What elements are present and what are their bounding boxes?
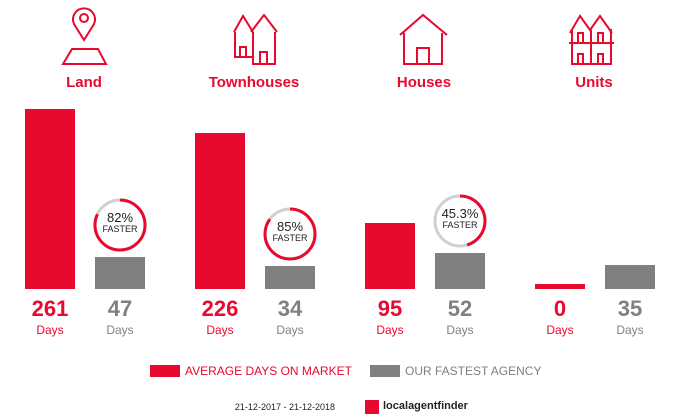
faster-label: 85% FASTER <box>262 218 318 244</box>
fastest-bar-townhouses <box>265 265 315 289</box>
logo-text: localagentfinder <box>383 400 468 412</box>
average-value-houses: 95 <box>377 296 403 321</box>
faster-label: 45.3% FASTER <box>432 206 488 231</box>
units-icon <box>569 14 614 65</box>
fastest-bar-units <box>605 264 655 289</box>
category-label-units: Units <box>575 74 613 91</box>
days-label: Days <box>206 323 234 337</box>
faster-ring <box>263 207 317 261</box>
average-value-units: 0 <box>553 296 567 321</box>
house-icon <box>399 13 448 65</box>
faster-percent: 82% <box>106 209 134 225</box>
category-label-townhouses: Townhouses <box>208 74 300 91</box>
average-bar-houses <box>365 223 415 289</box>
legend-fastest-swatch <box>370 365 400 377</box>
faster-word: FASTER <box>272 232 308 243</box>
fastest-value-units: 35 <box>617 296 643 321</box>
days-label: Days <box>546 323 574 337</box>
days-label: Days <box>616 323 644 337</box>
faster-ring <box>433 194 487 248</box>
category-icons <box>61 7 614 65</box>
fastest-value-houses: 52 <box>447 296 473 321</box>
fastest-value-townhouses: 34 <box>277 296 303 321</box>
legend-average-label: AVERAGE DAYS ON MARKET <box>185 364 352 378</box>
faster-word: FASTER <box>102 223 138 234</box>
faster-label: 82% FASTER <box>92 209 148 235</box>
days-label: Days <box>36 323 64 337</box>
legend-fastest-label: OUR FASTEST AGENCY <box>405 364 542 378</box>
legend-average-swatch <box>150 365 180 377</box>
date-range: 21-12-2017 - 21-12-2018 <box>234 402 335 412</box>
average-bar-townhouses <box>195 133 245 289</box>
fastest-value-land: 47 <box>107 296 133 321</box>
fastest-bar-houses <box>435 253 485 289</box>
faster-word: FASTER <box>442 220 478 231</box>
faster-ring <box>93 198 147 252</box>
category-label-houses: Houses <box>396 74 452 91</box>
faster-percent: 85% <box>276 218 304 234</box>
days-label: Days <box>446 323 474 337</box>
category-label-land: Land <box>66 74 102 91</box>
average-value-land: 261 <box>31 296 69 321</box>
faster-percent: 45.3% <box>441 206 479 222</box>
logo-icon <box>365 400 379 414</box>
average-bar-units <box>535 284 585 289</box>
days-label: Days <box>106 323 134 337</box>
map-pin-icon <box>61 7 108 65</box>
average-value-townhouses: 226 <box>201 296 239 321</box>
fastest-bar-land <box>95 256 145 289</box>
days-label: Days <box>276 323 304 337</box>
average-bar-land <box>25 109 75 289</box>
days-label: Days <box>376 323 404 337</box>
townhouses-icon <box>233 13 278 65</box>
